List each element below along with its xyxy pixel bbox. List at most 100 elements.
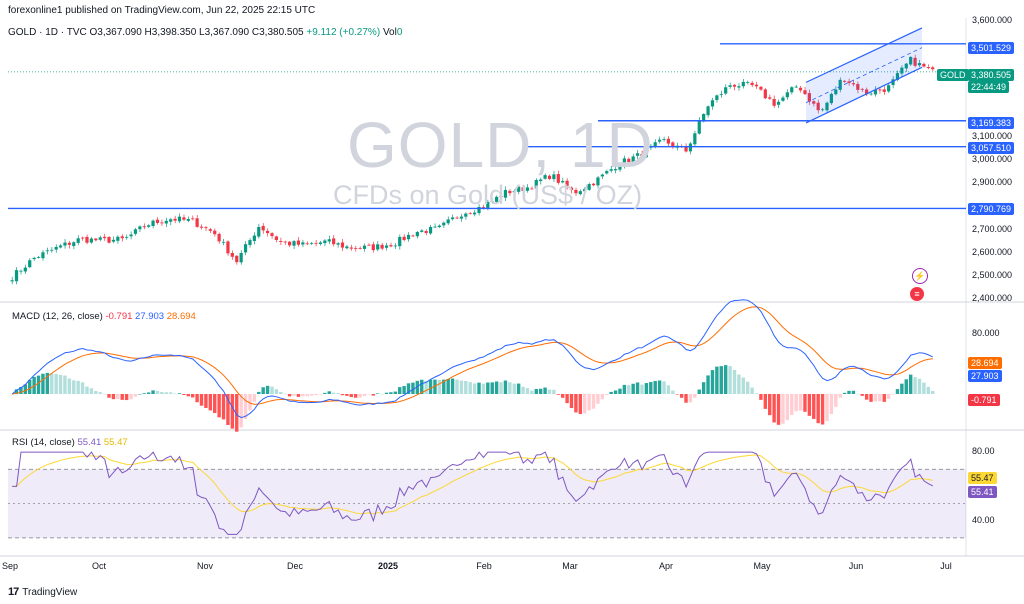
candle-body [512, 191, 516, 193]
candle-body [133, 229, 138, 234]
volume-value: 0 [396, 27, 403, 38]
candle-body [63, 242, 67, 246]
rsi-label: RSI (14, close) [12, 437, 75, 448]
candle-body [120, 236, 124, 239]
symbol-legend[interactable]: GOLD · 1D · TVC O3,367.090 H3,398.350 L3… [8, 27, 402, 38]
macd-histogram-bar [508, 382, 512, 394]
macd-histogram-bar [85, 386, 89, 394]
rsi-legend[interactable]: RSI (14, close) 55.41 55.47 [12, 437, 128, 448]
rsi-value: 55.41 [77, 437, 102, 448]
candle-body [653, 142, 657, 148]
candle-body [318, 242, 323, 245]
candle-body [213, 230, 217, 235]
macd-histogram-bar [155, 390, 160, 394]
time-axis-label: Dec [286, 561, 304, 571]
macd-histogram-bar [481, 383, 486, 394]
candle-body [354, 248, 358, 249]
candle-body [415, 231, 419, 237]
candle-body [257, 226, 261, 237]
macd-histogram-bar [274, 389, 279, 394]
macd-histogram-bar [922, 382, 926, 394]
candle-body [349, 247, 353, 249]
macd-axis-label: 80.000 [972, 328, 1000, 338]
candle-body [591, 183, 596, 186]
candle-body [807, 93, 811, 102]
macd-histogram-bar [261, 387, 265, 394]
macd-hist-tag: -0.791 [968, 394, 1000, 406]
candle-body [662, 139, 666, 140]
candle-body [847, 81, 851, 83]
macd-legend[interactable]: MACD (12, 26, close) -0.791 27.903 28.69… [12, 311, 196, 322]
regression-channel-lower [805, 66, 923, 124]
candle-body [768, 97, 772, 99]
macd-histogram-bar [199, 394, 204, 406]
macd-histogram-bar [662, 381, 666, 394]
macd-histogram-bar [301, 394, 305, 397]
candle-body [473, 212, 477, 215]
candle-body [420, 230, 424, 232]
candle-body [931, 67, 935, 70]
candle-body [98, 237, 102, 240]
candle-body [477, 206, 481, 214]
macd-histogram-bar [609, 391, 613, 394]
macd-histogram-bar [384, 392, 389, 394]
macd-line-value: 27.903 [135, 311, 165, 322]
macd-histogram-bar [287, 394, 292, 397]
candle-body [900, 67, 904, 74]
macd-histogram-bar [133, 394, 138, 397]
candle-body [503, 189, 508, 198]
tradingview-logo[interactable]: 17 TradingView [8, 586, 77, 598]
macd-histogram-bar [305, 394, 309, 397]
candle-body [239, 252, 243, 263]
macd-histogram-bar [583, 394, 587, 414]
us-flag-events-icon[interactable]: ≡ [910, 287, 924, 301]
candle-body [36, 257, 41, 258]
macd-histogram-bar [239, 394, 243, 428]
macd-histogram-bar [362, 394, 367, 396]
candle-body [116, 236, 120, 241]
candle-body [596, 177, 600, 186]
watermark-title: GOLD, 1D [347, 109, 654, 181]
candle-body [147, 225, 151, 227]
candle-body [376, 244, 380, 250]
macd-histogram-bar [825, 394, 829, 422]
rsi-line [12, 451, 934, 535]
macd-histogram-bar [684, 394, 688, 403]
candle-body [587, 184, 591, 190]
price-axis-label: 3,600.000 [972, 15, 1013, 25]
candle-body [772, 98, 776, 106]
macd-histogram-bar [851, 390, 856, 394]
candle-body [195, 218, 199, 227]
macd-histogram-bar [420, 379, 424, 394]
candle-body [631, 156, 635, 164]
macd-histogram-bar [671, 390, 675, 394]
tradingview-logo-icon: 17 [8, 586, 19, 598]
candle-body [552, 174, 556, 180]
macd-histogram-bar [428, 379, 433, 394]
candle-body [186, 218, 190, 221]
macd-histogram-bar [54, 373, 58, 394]
macd-histogram-bar [160, 391, 164, 394]
level-tag-3057: 3,057.510 [968, 142, 1015, 154]
candle-body [574, 189, 578, 194]
candle-body [635, 153, 640, 156]
macd-histogram-bar [28, 379, 32, 394]
rsi-ma-value: 55.47 [103, 437, 128, 448]
macd-histogram-bar [569, 394, 574, 408]
candle-body [327, 239, 331, 242]
macd-histogram-bar [732, 369, 737, 394]
macd-histogram-bar [124, 394, 129, 401]
watermark-subtitle: CFDs on Gold (US$ / OZ) [333, 180, 643, 210]
macd-histogram-bar [644, 383, 649, 394]
macd-histogram-bar [499, 382, 503, 394]
flash-event-icon[interactable]: ⚡ [912, 268, 928, 284]
candle-body [481, 207, 486, 209]
macd-histogram-bar [80, 382, 85, 394]
time-axis-label: Jul [940, 561, 952, 571]
candle-body [345, 246, 349, 249]
candle-body [820, 109, 825, 111]
candle-body [878, 89, 882, 91]
candle-body [917, 63, 922, 66]
candle-body [798, 87, 803, 91]
